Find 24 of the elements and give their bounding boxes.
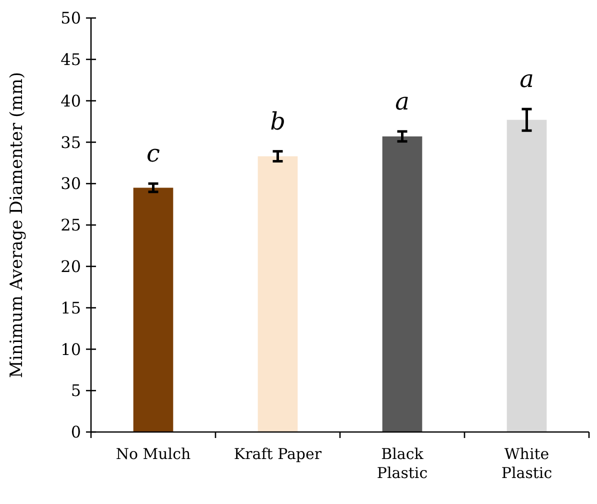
bar xyxy=(258,156,298,432)
annotation: c xyxy=(146,140,160,168)
x-tick-label: No Mulch xyxy=(116,445,191,463)
y-axis-title: Minimum Average Diamenter (mm) xyxy=(7,72,27,378)
y-tick-label: 15 xyxy=(60,298,81,318)
annotation: a xyxy=(395,87,410,116)
bar xyxy=(506,120,547,432)
y-tick-label: 30 xyxy=(60,174,81,194)
annotation: a xyxy=(520,65,534,94)
y-tick-label: 5 xyxy=(70,381,81,400)
y-tick-label: 20 xyxy=(60,257,81,276)
y-tick-label: 10 xyxy=(60,340,81,359)
bar xyxy=(382,136,422,432)
x-tick-label: White Plastic xyxy=(501,445,552,482)
annotation: b xyxy=(270,107,286,136)
y-tick-label: 45 xyxy=(60,50,81,69)
y-tick-label: 40 xyxy=(60,91,81,110)
y-tick-label: 0 xyxy=(70,422,81,442)
y-tick-label: 50 xyxy=(60,8,81,28)
x-tick-label: Black Plastic xyxy=(376,445,428,482)
y-tick-label: 25 xyxy=(60,216,81,235)
x-tick-label: Kraft Paper xyxy=(234,445,322,463)
bar xyxy=(133,188,174,432)
y-tick-label: 35 xyxy=(60,132,81,152)
